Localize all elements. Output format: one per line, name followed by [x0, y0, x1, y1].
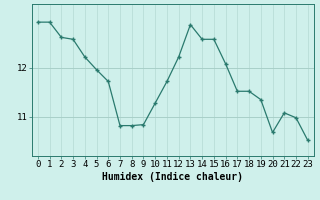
X-axis label: Humidex (Indice chaleur): Humidex (Indice chaleur) [102, 172, 243, 182]
